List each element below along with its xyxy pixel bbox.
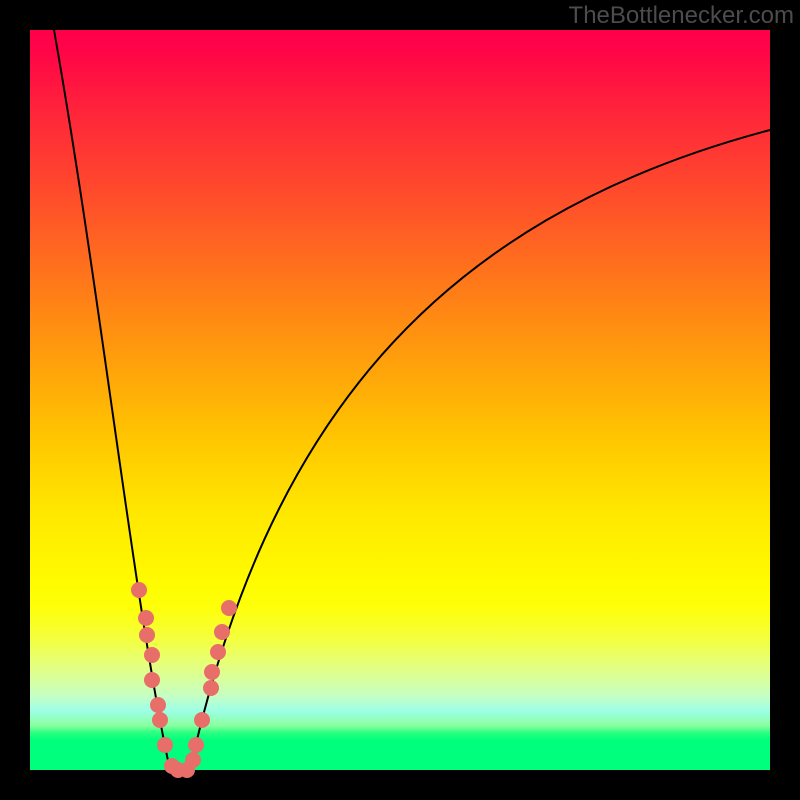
- watermark-text: TheBottlenecker.com: [569, 2, 794, 30]
- curve-right-branch: [190, 130, 770, 770]
- curve-left-branch: [54, 30, 190, 778]
- marker-group: [131, 582, 237, 778]
- data-marker: [157, 737, 173, 753]
- data-marker: [144, 647, 160, 663]
- data-marker: [204, 664, 220, 680]
- chart-curve-layer: [0, 0, 800, 800]
- data-marker: [131, 582, 147, 598]
- data-marker: [188, 737, 204, 753]
- data-marker: [214, 624, 230, 640]
- bottleneck-chart: TheBottlenecker.com: [0, 0, 800, 800]
- data-marker: [185, 752, 201, 768]
- data-marker: [210, 644, 226, 660]
- data-marker: [138, 610, 154, 626]
- data-marker: [150, 697, 166, 713]
- data-marker: [203, 680, 219, 696]
- data-marker: [152, 712, 168, 728]
- data-marker: [144, 672, 160, 688]
- data-marker: [221, 600, 237, 616]
- data-marker: [194, 712, 210, 728]
- data-marker: [139, 627, 155, 643]
